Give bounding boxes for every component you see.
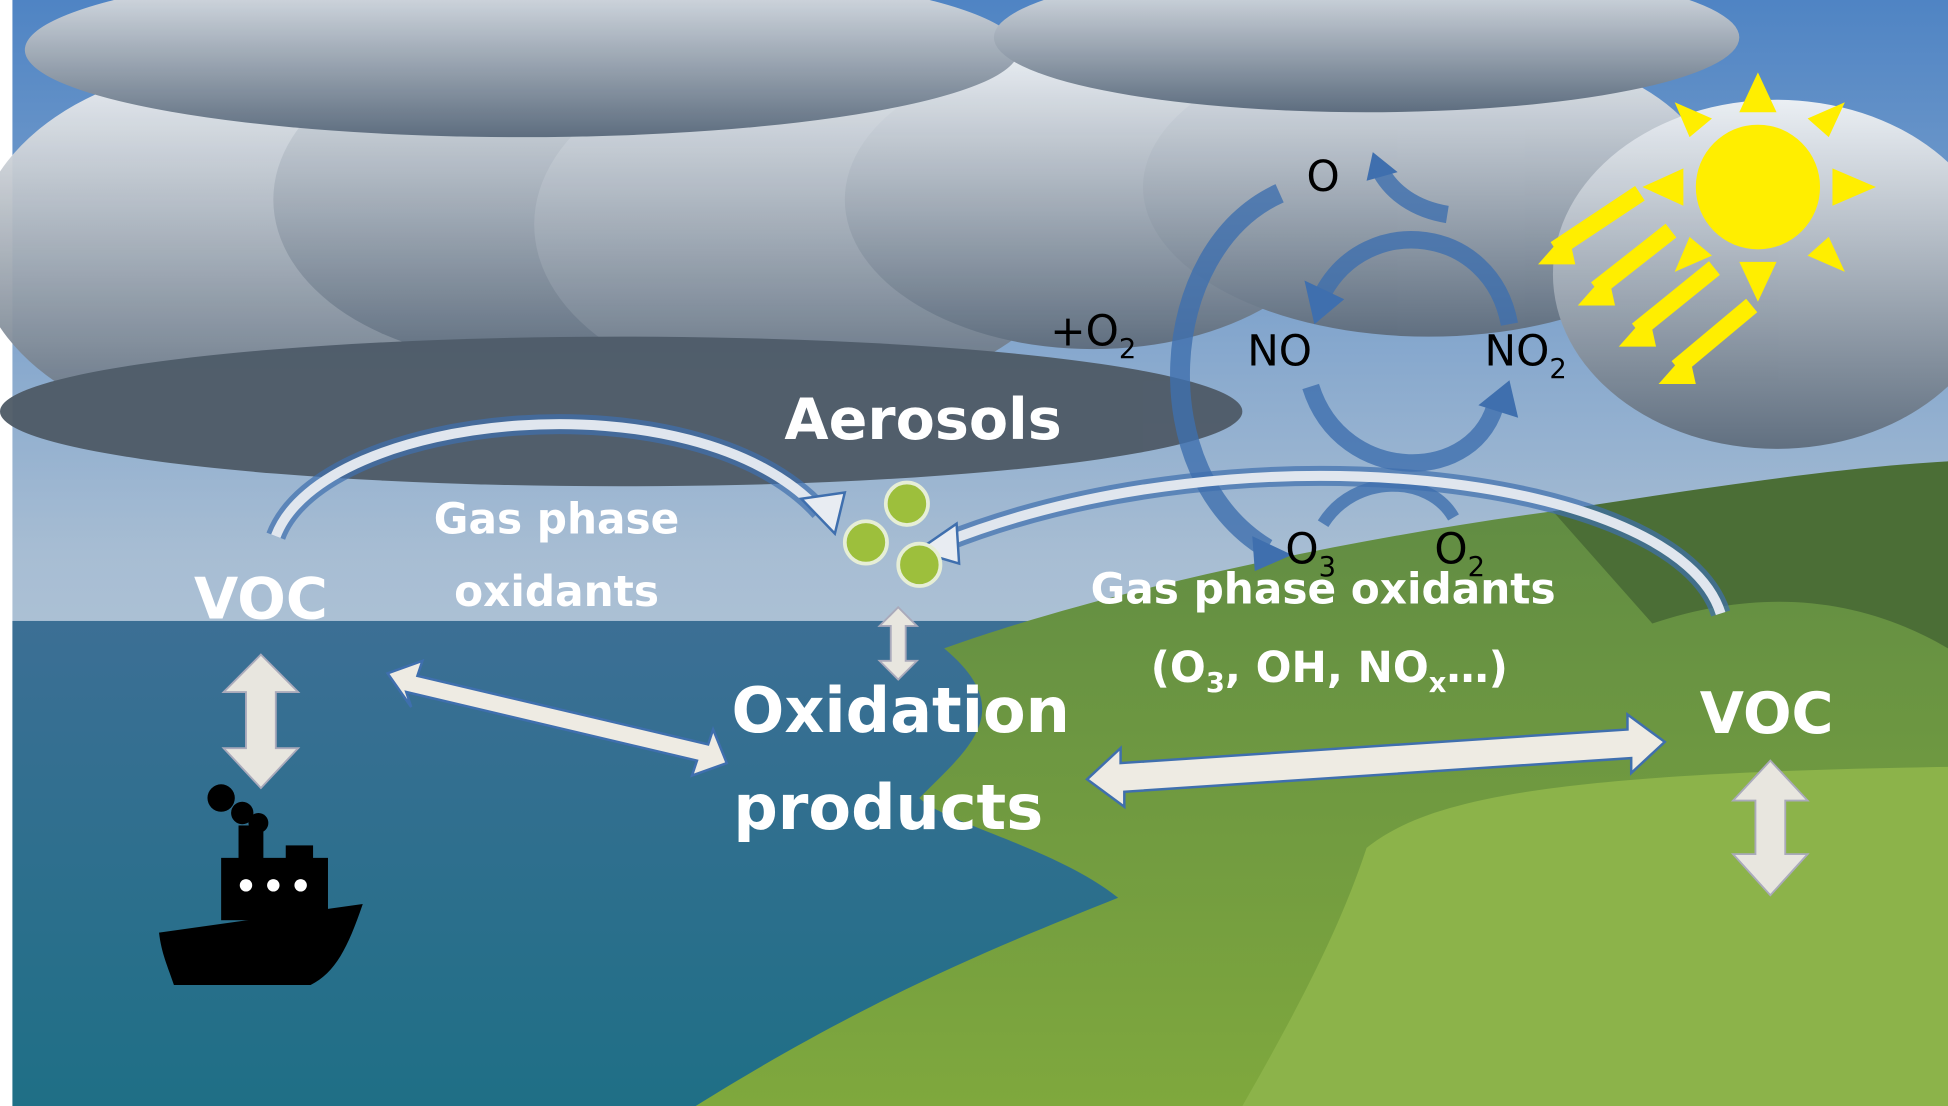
gas-phase-label: Gas phase: [434, 495, 680, 544]
no2-label: NO2: [1484, 326, 1566, 385]
no-label: NO: [1247, 326, 1312, 375]
aerosol-particles: [842, 480, 943, 588]
voc-label: VOC: [194, 565, 328, 632]
process-arrows: [221, 414, 1810, 897]
sun: [1538, 72, 1876, 385]
gas-phase-label: oxidants: [454, 567, 659, 616]
o3-label: O3: [1285, 525, 1336, 584]
voc-label: VOC: [1700, 680, 1834, 747]
oxidation-products-label: Oxidation: [732, 674, 1070, 747]
ship-icon: [159, 784, 363, 986]
oxidant-species-label: (O3, OH, NOx…): [1151, 643, 1508, 699]
plus-o2-label: +O2: [1050, 306, 1136, 365]
gas-phase-oxidants-label: Gas phase oxidants: [1091, 564, 1556, 613]
oxidation-products-label: products: [733, 771, 1043, 844]
cycle-arrows: [1170, 152, 1519, 572]
aerosols-label: Aerosols: [784, 386, 1061, 453]
o2-label: O2: [1434, 525, 1485, 584]
labels: VOC Gas phase oxidants Aerosols Oxidatio…: [194, 152, 1833, 845]
oxygen-label: O: [1306, 152, 1339, 201]
